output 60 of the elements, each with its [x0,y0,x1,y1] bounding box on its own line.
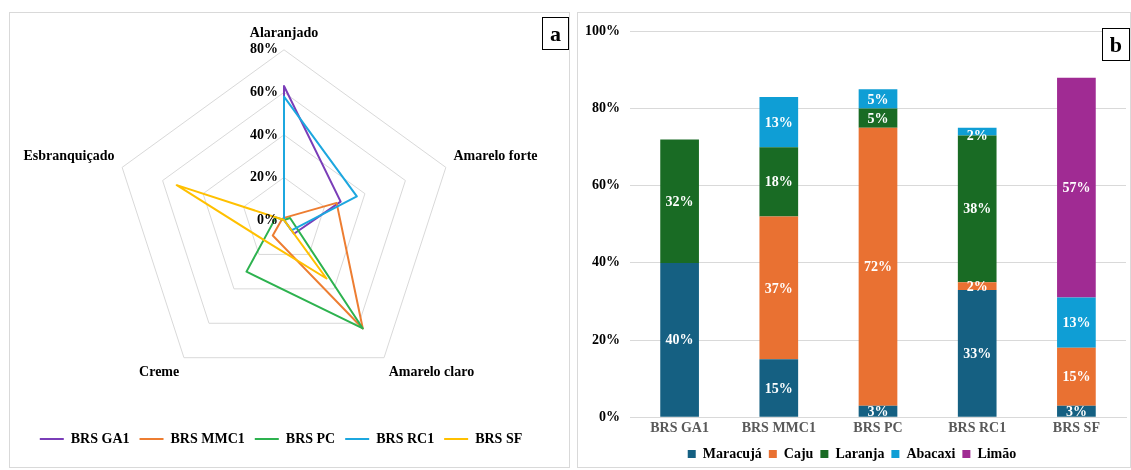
bar [660,262,699,417]
legend-label: Laranja [835,445,885,461]
legend-label: Maracujá [702,445,762,461]
y-tick-label: 80% [250,41,278,57]
legend-label: BRS RC1 [376,430,435,446]
y-tick-label: 80% [592,100,620,116]
data-label: 13% [1062,315,1091,331]
data-label: 38% [963,201,992,217]
bar [759,96,799,148]
legend-label: BRS MMC1 [170,430,245,446]
y-tick-label: 20% [250,169,278,185]
data-label: 13% [764,114,793,130]
data-label: 2% [966,278,988,294]
bar [1057,347,1096,406]
legend-label: Caju [783,445,814,461]
spoke-label: Alaranjado [249,25,319,41]
y-tick-label: 20% [592,331,620,347]
data-label: 72% [864,259,892,275]
bar [957,289,997,417]
x-tick-label: BRS SF [1052,420,1100,436]
spoke-label: Amarelo claro [388,364,475,380]
text: a [542,17,569,50]
bar [1057,297,1096,348]
spoke-label: Creme [139,364,180,380]
y-tick-label: 60% [250,83,278,99]
data-label: 15% [1062,369,1091,385]
bar [858,127,898,406]
data-label: 5% [867,110,889,126]
y-tick-label: 60% [592,177,620,193]
x-tick-label: BRS RC1 [948,420,1007,436]
data-label: 3% [1065,403,1087,419]
bar [660,139,699,263]
legend-label: BRS SF [475,430,523,446]
x-tick-label: BRS MMC1 [741,420,816,436]
data-label: 18% [764,174,793,190]
data-label: 3% [867,403,889,419]
data-label: 32% [665,193,694,209]
y-tick-label: 0% [599,408,620,424]
data-label: 37% [764,280,793,296]
data-label: 40% [665,332,694,348]
data-label: 57% [1062,180,1091,196]
x-tick-label: BRS PC [853,420,903,436]
x-tick-label: BRS GA1 [650,420,709,436]
y-tick-label: 40% [250,126,278,142]
legend-label: BRS PC [285,430,336,446]
bar [1057,77,1096,298]
bar [759,359,799,417]
bar [759,147,799,217]
y-tick-label: 100% [585,23,620,39]
data-label: 33% [963,345,992,361]
legend-label: Abacaxi [906,445,956,461]
spoke-label: Esbranquiçado [23,148,115,164]
legend-label: BRS GA1 [70,430,130,446]
data-label: 5% [867,91,889,107]
y-tick-label: 40% [592,254,620,270]
data-label: 15% [764,380,793,396]
bar [759,216,799,360]
legend-label: Limão [977,445,1017,461]
spoke-label: Amarelo forte [453,148,538,164]
annotation: b [1101,28,1130,61]
